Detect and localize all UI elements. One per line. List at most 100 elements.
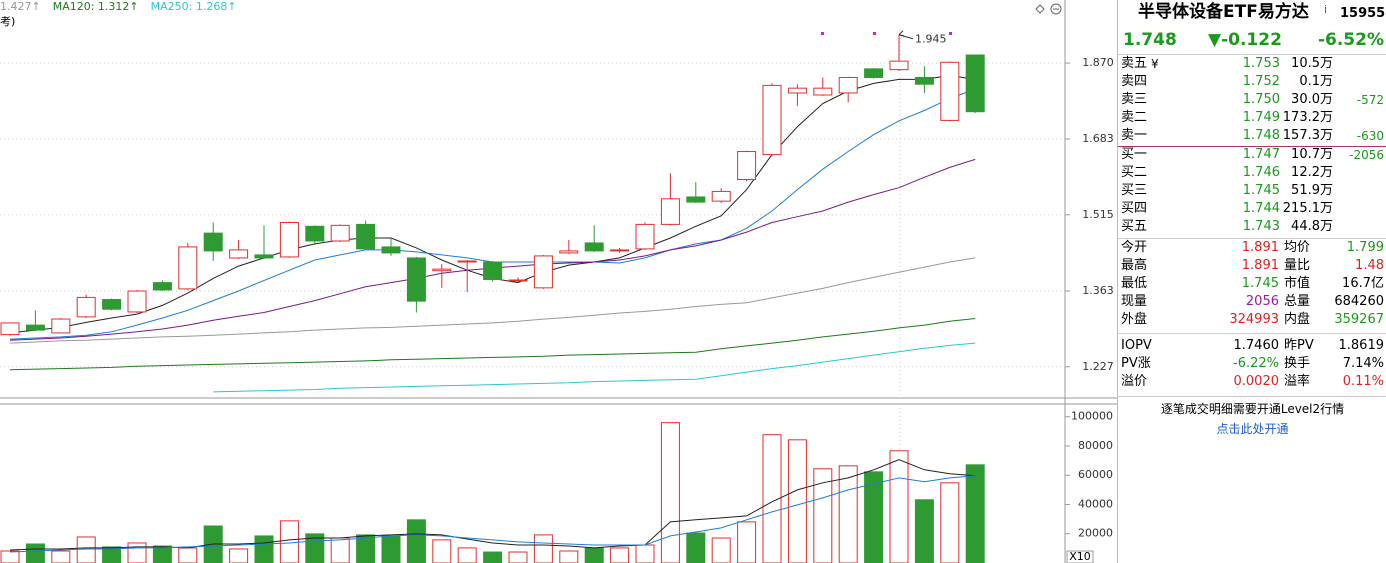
book-price: 1.746 xyxy=(1242,165,1280,180)
open-level2-link[interactable]: 点击此处开通 xyxy=(1216,422,1289,436)
chart: 考) X10 1.870 1.683 1.515 1.363 1.227 1.945 1.4… xyxy=(0,0,1117,563)
stat-label: 外盘 xyxy=(1121,312,1148,327)
change-pct: -6.52% xyxy=(1317,30,1384,50)
volume-bar xyxy=(330,537,350,563)
level2-notice: 逐笔成交明细需要开通Level2行情 xyxy=(1160,402,1345,416)
signal-dot xyxy=(821,32,824,35)
volume-bar xyxy=(559,550,579,563)
book-price: 1.744 xyxy=(1242,201,1280,216)
candle-body xyxy=(457,260,477,263)
stat-label: IOPV xyxy=(1121,338,1152,353)
stat-value: 1.891 xyxy=(1241,240,1279,255)
signal-dot xyxy=(949,32,952,35)
volume-bar xyxy=(152,545,172,563)
book-volume: 12.2万 xyxy=(1291,165,1333,180)
candle-body xyxy=(737,151,757,181)
book-delta: -2056 xyxy=(1349,148,1384,162)
y-tick-label: 1.515 xyxy=(1082,208,1114,221)
book-label: 买一 xyxy=(1121,147,1148,162)
volume-bar xyxy=(254,535,274,563)
volume-bar xyxy=(432,539,452,563)
volume-bar xyxy=(483,551,503,563)
book-price: 1.749 xyxy=(1242,110,1280,125)
book-price: 1.748 xyxy=(1242,128,1280,143)
separator xyxy=(1118,146,1386,147)
quote-panel: 半导体设备ETF易方达 i 159558 1.748 ▼-0.122 -6.52% 卖五¥1… xyxy=(1117,0,1386,563)
book-volume: 157.3万 xyxy=(1282,128,1333,143)
candle-body xyxy=(102,299,122,310)
legend-entry: MA250: 1.268↑ xyxy=(151,0,237,13)
y-tick-label: 20000 xyxy=(1078,527,1113,540)
volume-bar xyxy=(660,422,680,563)
high-annotation: 1.945 xyxy=(915,33,947,46)
y-tick-label: 40000 xyxy=(1078,497,1113,510)
signal-dot xyxy=(873,32,876,35)
book-price: 1.750 xyxy=(1242,92,1280,107)
candle-body xyxy=(152,282,172,291)
stat-label: 今开 xyxy=(1121,240,1148,255)
candle-body xyxy=(838,76,858,94)
stat-label: 量比 xyxy=(1284,258,1311,273)
candle-body xyxy=(584,242,604,252)
stat-value: 0.0020 xyxy=(1233,374,1280,389)
book-volume: 173.2万 xyxy=(1282,110,1333,125)
separator xyxy=(1118,396,1386,397)
book-price: 1.753 xyxy=(1242,56,1280,71)
book-label: 买四 xyxy=(1121,201,1148,216)
book-label: 卖三 xyxy=(1121,92,1148,107)
ma-line xyxy=(9,158,976,341)
book-volume: 44.8万 xyxy=(1291,219,1333,234)
candle-body xyxy=(965,54,985,113)
stat-value: 1.8619 xyxy=(1338,338,1385,353)
stat-value: 684260 xyxy=(1334,294,1384,309)
unit-box xyxy=(1066,550,1094,563)
ma-line xyxy=(9,257,976,344)
candle-body xyxy=(305,225,325,242)
volume-bar xyxy=(76,536,96,563)
volume-bar xyxy=(813,468,833,563)
candle-body xyxy=(279,221,299,258)
candle-body xyxy=(406,257,426,302)
book-price: 1.752 xyxy=(1242,74,1280,89)
ma-line xyxy=(9,318,976,371)
volume-bar xyxy=(178,547,198,563)
stat-value: 359267 xyxy=(1334,312,1384,327)
candle-body xyxy=(533,255,553,289)
y-tick-label: 80000 xyxy=(1078,439,1113,452)
y-tick-label: 1.870 xyxy=(1082,56,1114,69)
stat-value: 324993 xyxy=(1229,312,1279,327)
legend-entry: 1.427↑ xyxy=(0,0,41,13)
volume-bar xyxy=(406,519,426,563)
stat-value: 7.14% xyxy=(1342,356,1384,371)
candle-body xyxy=(686,196,706,203)
ma-line xyxy=(9,475,976,553)
candle-body xyxy=(254,254,274,259)
candle-body xyxy=(610,249,630,252)
stat-label: 昨PV xyxy=(1284,338,1314,353)
book-volume: 10.5万 xyxy=(1291,56,1333,71)
minus-icon[interactable] xyxy=(1050,3,1062,15)
y-tick-label: 1.363 xyxy=(1082,284,1114,297)
book-volume: 0.1万 xyxy=(1299,74,1333,89)
book-volume: 215.1万 xyxy=(1282,201,1333,216)
stat-value: 1.7460 xyxy=(1233,338,1280,353)
candle-body xyxy=(864,68,884,78)
candle-body xyxy=(914,76,934,85)
stat-label: 现量 xyxy=(1121,294,1148,309)
book-volume: 10.7万 xyxy=(1291,147,1333,162)
candle-body xyxy=(356,223,376,250)
volume-bar xyxy=(686,532,706,563)
volume-bar xyxy=(229,548,249,563)
volume-bar xyxy=(965,464,985,563)
book-price: 1.743 xyxy=(1242,219,1280,234)
book-price: 1.745 xyxy=(1242,183,1280,198)
stat-label: 市值 xyxy=(1284,276,1311,291)
info-icon: i xyxy=(1324,3,1328,16)
volume-bar xyxy=(737,521,757,563)
candle-body xyxy=(660,198,680,225)
book-label: 卖四 xyxy=(1121,74,1148,89)
stat-label: PV涨 xyxy=(1121,356,1151,371)
diamond-icon[interactable] xyxy=(1035,4,1045,14)
volume-bar xyxy=(381,535,401,563)
